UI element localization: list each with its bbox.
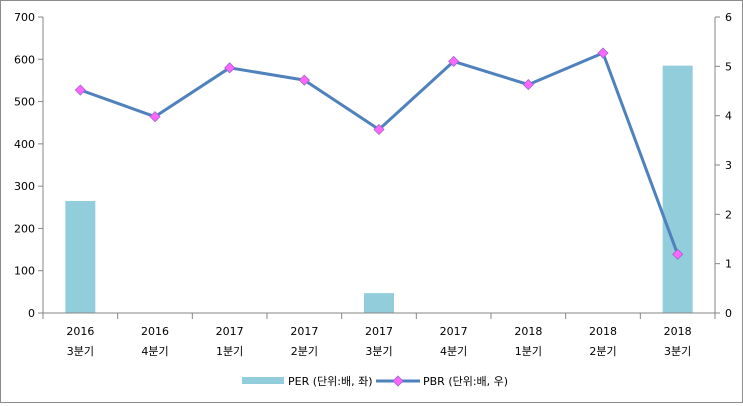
per-bar <box>662 65 693 313</box>
x-tick-label-quarter: 2분기 <box>291 345 318 358</box>
y-left-tick-label: 600 <box>14 53 35 66</box>
y-right-tick-label: 0 <box>725 307 732 320</box>
x-tick-label-quarter: 1분기 <box>216 345 243 358</box>
y-left-tick-label: 0 <box>28 307 35 320</box>
y-left-tick-label: 200 <box>14 222 35 235</box>
x-tick-label-quarter: 3분기 <box>67 345 94 358</box>
x-tick-label-year: 2017 <box>290 325 318 338</box>
x-tick-label-year: 2017 <box>440 325 468 338</box>
bars-layer <box>65 65 693 313</box>
y-right-tick-label: 3 <box>725 159 732 172</box>
per-bar <box>65 200 96 313</box>
x-tick-label-year: 2017 <box>365 325 393 338</box>
pbr-marker <box>149 111 161 123</box>
x-tick-label-year: 2018 <box>589 325 617 338</box>
x-tick-label-year: 2018 <box>514 325 542 338</box>
labels-layer: 0 100 200 300 400 500 600 700 0 1 2 3 4 5 6 2016 3분기 2016… <box>14 11 732 358</box>
per-bar <box>364 293 394 313</box>
x-tick-label-quarter: 3분기 <box>664 345 691 358</box>
axes-layer <box>38 16 720 319</box>
pbr-marker <box>448 55 460 67</box>
x-tick-label-year: 2016 <box>66 325 94 338</box>
y-left-tick-label: 700 <box>14 11 35 24</box>
x-tick-label-quarter: 4분기 <box>141 345 168 358</box>
x-tick-label-year: 2018 <box>664 325 692 338</box>
pbr-marker <box>522 79 534 91</box>
pbr-marker <box>224 62 236 74</box>
x-tick-label-quarter: 4분기 <box>440 345 467 358</box>
legend: PER (단위:배, 좌) PBR (단위:배, 우) <box>242 375 508 388</box>
y-right-tick-label: 6 <box>725 11 732 24</box>
x-tick-label-quarter: 2분기 <box>589 345 616 358</box>
pbr-marker <box>298 74 310 86</box>
y-left-tick-label: 100 <box>14 265 35 278</box>
legend-label-pbr: PBR (단위:배, 우) <box>423 375 508 388</box>
x-tick-label-quarter: 1분기 <box>515 345 542 358</box>
pbr-line <box>79 51 680 255</box>
legend-swatch-pbr-marker <box>392 375 404 387</box>
y-left-tick-label: 400 <box>14 138 35 151</box>
pbr-marker <box>373 123 385 136</box>
line-layer <box>74 47 684 260</box>
y-right-tick-label: 4 <box>725 110 732 123</box>
pbr-marker <box>74 84 86 96</box>
y-right-tick-label: 2 <box>725 208 732 221</box>
pbr-marker <box>597 47 609 59</box>
x-tick-label-year: 2017 <box>216 325 244 338</box>
y-left-tick-label: 300 <box>14 180 35 193</box>
pbr-marker <box>672 248 684 260</box>
legend-label-per: PER (단위:배, 좌) <box>288 375 373 388</box>
legend-swatch-per <box>242 377 284 384</box>
x-tick-label-quarter: 3분기 <box>365 345 392 358</box>
y-right-tick-label: 5 <box>725 60 732 73</box>
y-left-tick-label: 500 <box>14 96 35 109</box>
x-tick-label-year: 2016 <box>141 325 169 338</box>
y-right-tick-label: 1 <box>725 258 732 271</box>
